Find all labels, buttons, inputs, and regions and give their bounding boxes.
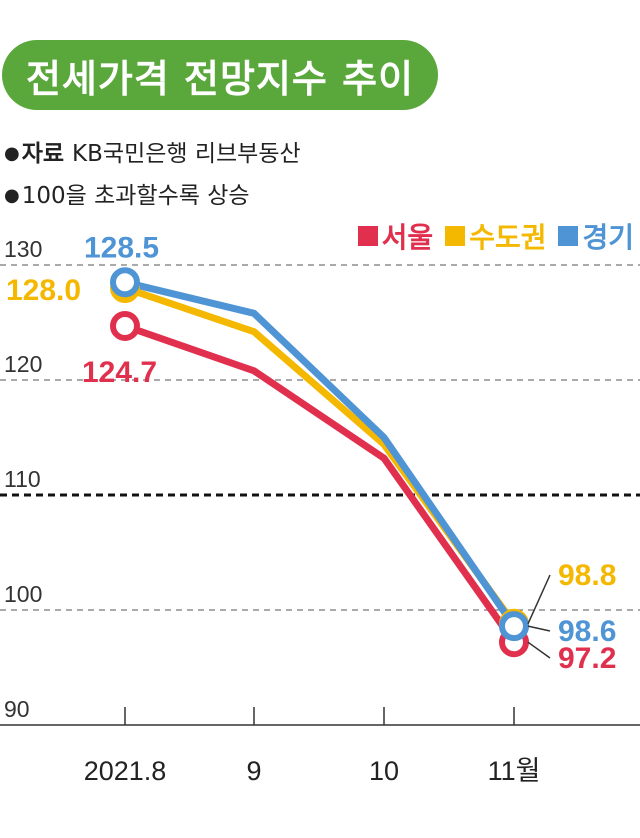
- series-line-1: [121, 284, 518, 628]
- data-label-start: 128.5: [84, 231, 159, 264]
- data-point-marker: [110, 310, 140, 341]
- explanation-note: ●100을 초과할수록 상승: [4, 176, 250, 210]
- x-tick-label: 9: [246, 756, 261, 786]
- y-tick-label: 90: [4, 696, 30, 722]
- y-tick-label: 120: [4, 351, 42, 377]
- legend-swatch-gyeonggi: [558, 226, 579, 246]
- leader-line: [527, 574, 551, 625]
- legend-item-seoul: 서울: [357, 216, 434, 256]
- data-label-end: 98.8: [558, 559, 616, 592]
- legend-item-capital: 수도권: [445, 216, 546, 256]
- legend-item-gyeonggi: 경기: [558, 216, 634, 256]
- source-text: KB국민은행 리브부동산: [72, 141, 301, 167]
- data-label-end: 97.2: [558, 642, 616, 675]
- leader-line: [527, 625, 551, 632]
- legend-swatch-seoul: [357, 226, 378, 246]
- y-tick-label: 130: [4, 236, 42, 262]
- legend: 서울 수도권 경기: [357, 216, 634, 256]
- y-tick-label: 110: [4, 466, 41, 492]
- chart-title: 전세가격 전망지수 추이: [2, 40, 438, 110]
- x-tick-label: 2021.8: [84, 756, 167, 786]
- data-label-end: 98.6: [558, 615, 616, 648]
- x-tick-label: 10: [369, 756, 399, 786]
- source-label: 자료: [21, 141, 65, 167]
- bullet-icon: ●: [4, 143, 20, 164]
- series-line-0: [121, 322, 518, 646]
- legend-label-seoul: 서울: [381, 221, 434, 254]
- data-label-start: 128.0: [6, 274, 81, 307]
- bullet-icon: ●: [4, 185, 20, 206]
- leader-line: [527, 641, 551, 659]
- series-line-2: [121, 278, 518, 630]
- x-tick-label: 11월: [488, 756, 541, 786]
- legend-swatch-capital: [445, 226, 466, 246]
- data-point-marker: [110, 267, 140, 298]
- legend-label-gyeonggi: 경기: [582, 221, 634, 254]
- legend-label-capital: 수도권: [469, 221, 547, 254]
- data-label-start: 124.7: [82, 356, 157, 389]
- data-point-marker: [499, 611, 529, 642]
- y-tick-label: 100: [4, 581, 42, 607]
- source-note: ●자료 KB국민은행 리브부동산: [4, 134, 301, 168]
- explanation-text: 100을 초과할수록 상승: [21, 183, 250, 209]
